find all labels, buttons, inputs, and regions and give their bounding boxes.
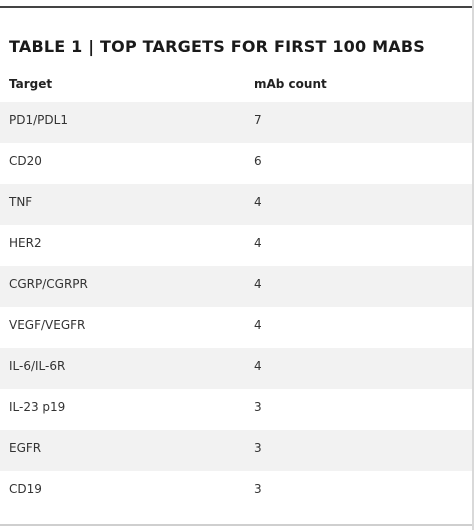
table-row: PD1/PDL1 7: [0, 102, 474, 143]
count-cell: 4: [254, 277, 262, 291]
target-cell: CGRP/CGRPR: [9, 277, 88, 291]
table-row: CD20 6: [0, 143, 474, 184]
table-row: CD19 3: [0, 471, 474, 512]
table-row: IL-23 p19 3: [0, 389, 474, 430]
count-cell: 4: [254, 236, 262, 250]
target-cell: IL-23 p19: [9, 400, 66, 414]
count-cell: 4: [254, 318, 262, 332]
table-row: TNF 4: [0, 184, 474, 225]
target-cell: IL-6/IL-6R: [9, 359, 66, 373]
right-border: [472, 0, 474, 530]
target-cell: VEGF/VEGFR: [9, 318, 86, 332]
table-row: HER2 4: [0, 225, 474, 266]
table-row: EGFR 3: [0, 430, 474, 471]
count-cell: 3: [254, 400, 262, 414]
target-cell: HER2: [9, 236, 42, 250]
header-mab-count: mAb count: [254, 77, 327, 91]
table-header-row: Target mAb count: [0, 70, 474, 102]
count-cell: 7: [254, 113, 262, 127]
table-title: TABLE 1 | TOP TARGETS FOR FIRST 100 MABS: [9, 37, 425, 56]
header-target: Target: [9, 77, 53, 91]
targets-table: Target mAb count PD1/PDL1 7 CD20 6 TNF 4…: [0, 70, 474, 512]
table-row: VEGF/VEGFR 4: [0, 307, 474, 348]
target-cell: TNF: [9, 195, 33, 209]
target-cell: CD19: [9, 482, 42, 496]
count-cell: 3: [254, 482, 262, 496]
table-row: CGRP/CGRPR 4: [0, 266, 474, 307]
table-row: IL-6/IL-6R 4: [0, 348, 474, 389]
count-cell: 3: [254, 441, 262, 455]
target-cell: PD1/PDL1: [9, 113, 68, 127]
count-cell: 4: [254, 195, 262, 209]
count-cell: 4: [254, 359, 262, 373]
target-cell: EGFR: [9, 441, 42, 455]
count-cell: 6: [254, 154, 262, 168]
top-rule: [0, 6, 474, 8]
target-cell: CD20: [9, 154, 42, 168]
bottom-rule: [0, 524, 474, 526]
